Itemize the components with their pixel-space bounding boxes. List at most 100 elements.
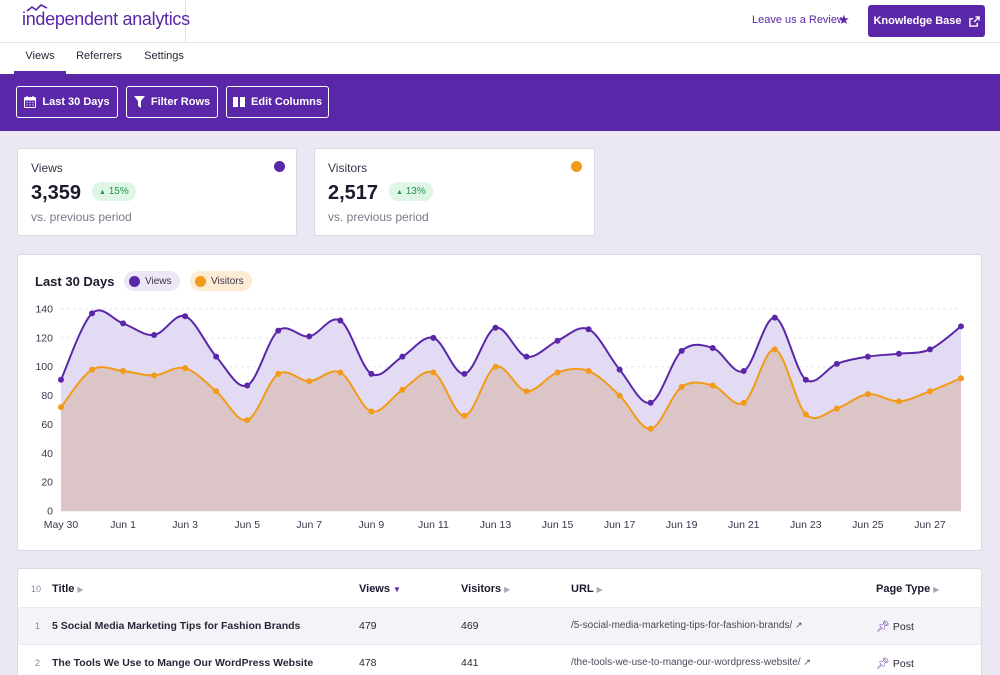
pin-icon: 📌︎	[876, 621, 890, 633]
tab-referrers[interactable]: Referrers	[76, 50, 122, 62]
tab-bar: Views Referrers Settings	[0, 43, 1000, 74]
column-header-visitors-label: Visitors	[461, 583, 502, 595]
visitors-point	[554, 369, 561, 376]
visitors-point	[244, 417, 251, 424]
legend-visitors[interactable]: Visitors	[190, 271, 252, 291]
visitors-point	[368, 408, 375, 415]
visitors-stat-card: Visitors 2,517 ▲ 13% vs. previous period	[314, 148, 595, 236]
row-views: 478	[359, 657, 377, 669]
views-point	[368, 370, 375, 377]
visitors-point	[864, 391, 871, 398]
visitors-stat-value: 2,517	[328, 182, 379, 204]
views-point	[58, 376, 64, 383]
legend-views[interactable]: Views	[124, 271, 180, 291]
visitors-point	[461, 412, 468, 419]
tab-views[interactable]: Views	[14, 43, 66, 74]
column-header-views-label: Views	[359, 583, 390, 595]
visitors-point	[213, 388, 220, 395]
x-tick-label: May 30	[44, 519, 79, 531]
y-tick-label: 40	[41, 448, 53, 460]
views-point	[275, 327, 282, 334]
sort-caret-icon: ▶	[504, 585, 511, 594]
views-point	[802, 376, 809, 383]
views-point	[306, 333, 313, 340]
date-range-label: Last 30 Days	[42, 96, 110, 108]
views-point	[399, 353, 406, 360]
pin-icon: 📌︎	[876, 658, 890, 670]
visitors-point	[833, 405, 840, 412]
views-stat-card: Views 3,359 ▲ 15% vs. previous period	[17, 148, 297, 236]
visitors-area	[61, 349, 961, 511]
visitors-point	[399, 386, 406, 393]
x-tick-label: Jun 25	[852, 519, 884, 531]
visitors-point	[306, 378, 313, 385]
row-title[interactable]: 5 Social Media Marketing Tips for Fashio…	[52, 620, 301, 632]
row-page-type-label: Post	[892, 658, 914, 670]
views-point	[182, 313, 189, 320]
knowledge-base-button[interactable]: Knowledge Base	[868, 5, 985, 37]
legend-visitors-label: Visitors	[211, 275, 244, 287]
visitors-point	[895, 398, 902, 405]
column-header-page-type[interactable]: Page Type ▶	[876, 583, 939, 595]
views-change-value: 15%	[108, 186, 129, 197]
y-tick-label: 0	[47, 506, 53, 518]
visitors-point	[958, 375, 964, 382]
row-page-type-label: Post	[892, 621, 914, 633]
date-range-button[interactable]: Last 30 Days	[16, 86, 118, 118]
x-tick-label: Jun 9	[359, 519, 385, 531]
row-number: 2	[35, 658, 41, 668]
visitors-point	[523, 388, 530, 395]
edit-columns-button[interactable]: Edit Columns	[226, 86, 329, 118]
legend-views-dot	[129, 275, 140, 287]
views-stat-subtitle: vs. previous period	[31, 210, 132, 224]
visitors-color-dot	[571, 161, 582, 172]
row-url[interactable]: /the-tools-we-use-to-mange-our-wordpress…	[571, 657, 811, 668]
views-point	[647, 399, 654, 406]
visitors-change-value: 13%	[405, 186, 426, 197]
column-header-url[interactable]: URL ▶	[571, 583, 603, 595]
column-header-url-label: URL	[571, 583, 594, 595]
visitors-point	[275, 370, 282, 377]
y-tick-label: 140	[35, 304, 53, 316]
views-color-dot	[274, 161, 285, 172]
filter-rows-button[interactable]: Filter Rows	[126, 86, 218, 118]
row-title[interactable]: The Tools We Use to Mange Our WordPress …	[52, 657, 314, 669]
row-url[interactable]: /5-social-media-marketing-tips-for-fashi…	[571, 620, 803, 631]
views-point	[120, 320, 127, 327]
star-icon[interactable]: ★	[838, 12, 850, 27]
visitors-point	[585, 368, 592, 375]
visitors-point	[492, 363, 499, 370]
row-count: 10	[31, 584, 42, 594]
column-header-visitors[interactable]: Visitors ▶	[461, 583, 510, 595]
views-point	[958, 323, 964, 330]
views-point	[89, 310, 96, 317]
column-header-views[interactable]: Views ▼	[359, 583, 401, 595]
sort-caret-icon: ▶	[77, 585, 84, 594]
views-point	[151, 331, 158, 338]
y-tick-label: 20	[41, 477, 53, 489]
external-link-icon: ↗	[794, 620, 803, 630]
logo[interactable]: independent analytics	[22, 9, 190, 29]
knowledge-base-label: Knowledge Base	[873, 15, 962, 27]
logo-chart-icon	[26, 4, 48, 12]
visitors-point	[802, 411, 809, 418]
views-point	[244, 382, 251, 389]
column-header-title[interactable]: Title ▶	[52, 583, 84, 595]
table-row[interactable]: 2 The Tools We Use to Mange Our WordPres…	[18, 644, 981, 675]
views-stat-value: 3,359	[31, 182, 82, 204]
sort-caret-icon: ▶	[596, 585, 603, 594]
y-tick-label: 80	[41, 390, 53, 402]
y-tick-label: 60	[41, 419, 53, 431]
tab-settings[interactable]: Settings	[144, 50, 184, 62]
leave-review-link[interactable]: Leave us a Review	[752, 14, 845, 26]
views-point	[554, 337, 561, 344]
sort-descending-icon: ▼	[393, 585, 401, 594]
y-tick-label: 120	[35, 332, 53, 344]
table-row[interactable]: 1 5 Social Media Marketing Tips for Fash…	[18, 607, 981, 644]
views-point	[492, 324, 499, 331]
x-tick-label: Jun 27	[914, 519, 946, 531]
views-point	[461, 370, 468, 377]
visitors-point	[926, 388, 933, 395]
visitors-point	[58, 404, 64, 411]
